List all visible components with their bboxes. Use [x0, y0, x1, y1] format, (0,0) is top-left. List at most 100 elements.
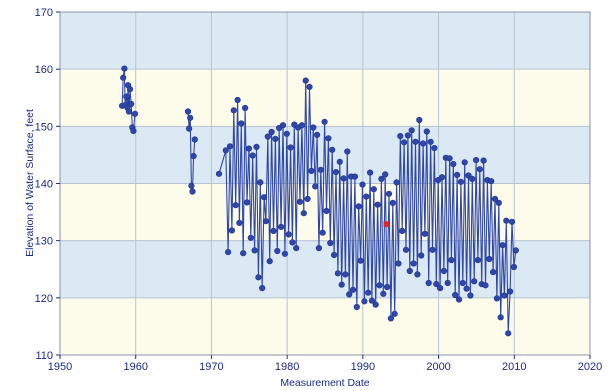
data-point — [357, 257, 364, 264]
data-point — [457, 178, 465, 185]
data-point — [306, 83, 313, 90]
data-point — [274, 247, 281, 255]
data-point — [346, 291, 353, 298]
data-point — [230, 107, 237, 114]
data-point — [503, 217, 510, 224]
data-point — [310, 124, 317, 131]
y-tick-label: 160 — [35, 64, 53, 76]
data-point — [353, 303, 360, 311]
data-point — [368, 297, 376, 304]
data-point — [393, 179, 400, 186]
data-point — [321, 118, 328, 125]
data-point — [433, 281, 440, 288]
data-point — [327, 239, 334, 247]
data-point — [126, 86, 134, 93]
data-point — [363, 193, 370, 200]
x-tick-label: 1970 — [199, 361, 223, 373]
data-point — [446, 155, 453, 162]
data-point — [253, 143, 260, 150]
data-point — [279, 122, 287, 129]
data-point — [501, 292, 508, 299]
data-point — [416, 116, 423, 124]
data-point — [342, 271, 349, 278]
data-point — [418, 252, 425, 259]
data-point — [285, 231, 292, 238]
data-point — [234, 96, 241, 104]
data-point — [410, 260, 417, 267]
data-point — [281, 250, 289, 257]
data-point — [266, 258, 273, 265]
y-tick-label: 120 — [35, 293, 53, 305]
data-point — [359, 181, 366, 188]
data-point — [191, 136, 198, 143]
data-point — [314, 131, 321, 138]
background-band — [60, 12, 590, 70]
data-point — [488, 178, 495, 185]
data-point — [512, 247, 519, 254]
data-point — [120, 74, 127, 81]
data-point — [215, 170, 223, 177]
data-point — [304, 195, 311, 202]
data-point — [189, 188, 196, 195]
data-point — [397, 133, 404, 140]
data-point — [225, 249, 232, 256]
data-point — [338, 281, 345, 288]
data-point — [264, 133, 271, 140]
data-point — [495, 199, 502, 206]
data-point — [130, 127, 137, 134]
data-point — [463, 285, 470, 292]
data-point — [482, 282, 489, 289]
data-point — [238, 120, 245, 127]
data-point — [340, 175, 347, 182]
data-point — [188, 182, 195, 189]
x-axis-title: Measurement Date — [280, 377, 369, 389]
data-point — [190, 153, 197, 160]
data-point — [323, 207, 330, 214]
data-point — [325, 135, 332, 142]
data-point — [283, 130, 290, 137]
data-point — [270, 227, 277, 234]
data-point — [268, 128, 275, 136]
data-point — [385, 190, 393, 197]
data-point — [438, 174, 446, 181]
data-point — [257, 179, 264, 186]
data-point — [332, 169, 340, 176]
data-point — [247, 234, 254, 241]
background-band — [60, 69, 590, 127]
data-point — [437, 285, 444, 292]
data-point — [329, 146, 336, 153]
x-tick-label: 1960 — [123, 361, 147, 373]
data-point — [427, 138, 434, 145]
data-point — [395, 260, 402, 267]
data-point — [399, 227, 406, 234]
data-point — [251, 247, 258, 254]
y-tick-label: 140 — [35, 179, 53, 191]
data-point — [372, 301, 379, 308]
highlight-point — [383, 221, 390, 227]
data-point — [228, 227, 235, 234]
data-point — [296, 198, 304, 205]
data-point — [505, 330, 512, 337]
data-point — [412, 138, 419, 145]
data-point — [278, 223, 285, 230]
data-point — [236, 219, 243, 226]
data-point — [319, 229, 326, 236]
data-point — [232, 202, 239, 209]
data-point — [491, 195, 499, 202]
data-point — [452, 291, 459, 299]
y-axis-ticks: 110 120 130 140 150 160 170 — [35, 7, 60, 362]
data-point — [374, 201, 381, 208]
x-tick-label: 1950 — [48, 361, 72, 373]
data-point — [331, 251, 338, 259]
data-point — [425, 279, 432, 287]
data-point — [448, 257, 455, 264]
data-point — [404, 132, 412, 139]
data-point — [186, 125, 193, 132]
data-point — [187, 114, 194, 121]
data-point — [454, 171, 461, 178]
x-tick-label: 2000 — [426, 361, 450, 373]
x-tick-label: 1990 — [351, 361, 375, 373]
highlight-layer — [383, 221, 390, 227]
data-point — [289, 239, 296, 246]
data-point — [408, 127, 415, 134]
